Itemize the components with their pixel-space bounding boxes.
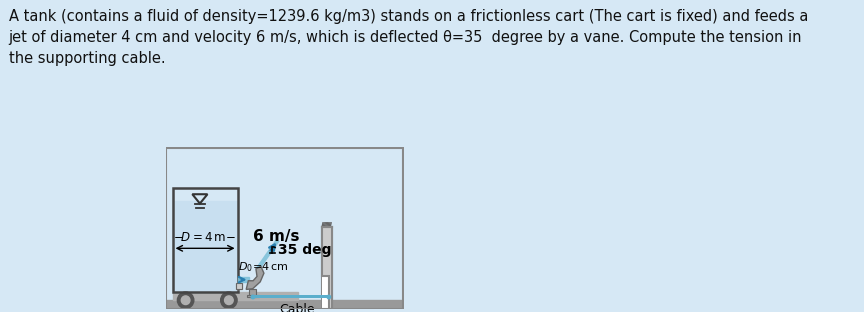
Circle shape [220,292,237,309]
Polygon shape [257,239,280,270]
Text: A tank (contains a fluid of density=1239.6 kg/m3) stands on a frictionless cart : A tank (contains a fluid of density=1239… [9,9,808,66]
Polygon shape [246,266,264,290]
Text: Cable: Cable [280,303,315,312]
Bar [322,227,332,309]
Circle shape [225,296,233,305]
Bar [173,201,238,292]
Bar [237,283,242,289]
Text: $D_0\!=\!4\,\mathrm{cm}$: $D_0\!=\!4\,\mathrm{cm}$ [238,260,289,274]
Bar [253,295,329,299]
Text: $-\!D=4\,\mathrm{m}\!-$: $-\!D=4\,\mathrm{m}\!-$ [174,232,237,244]
Bar [322,276,329,309]
Text: 35 deg: 35 deg [278,243,332,257]
Circle shape [177,292,194,309]
Polygon shape [322,227,332,309]
Circle shape [251,295,255,299]
Bar [238,277,250,282]
Text: 6 m/s: 6 m/s [253,229,300,244]
Bar [173,292,298,300]
Circle shape [181,296,190,305]
Bar [166,300,404,309]
Bar [173,188,238,292]
Bar [237,283,242,289]
Circle shape [327,295,331,299]
Bar [247,295,259,297]
Bar [250,289,257,297]
